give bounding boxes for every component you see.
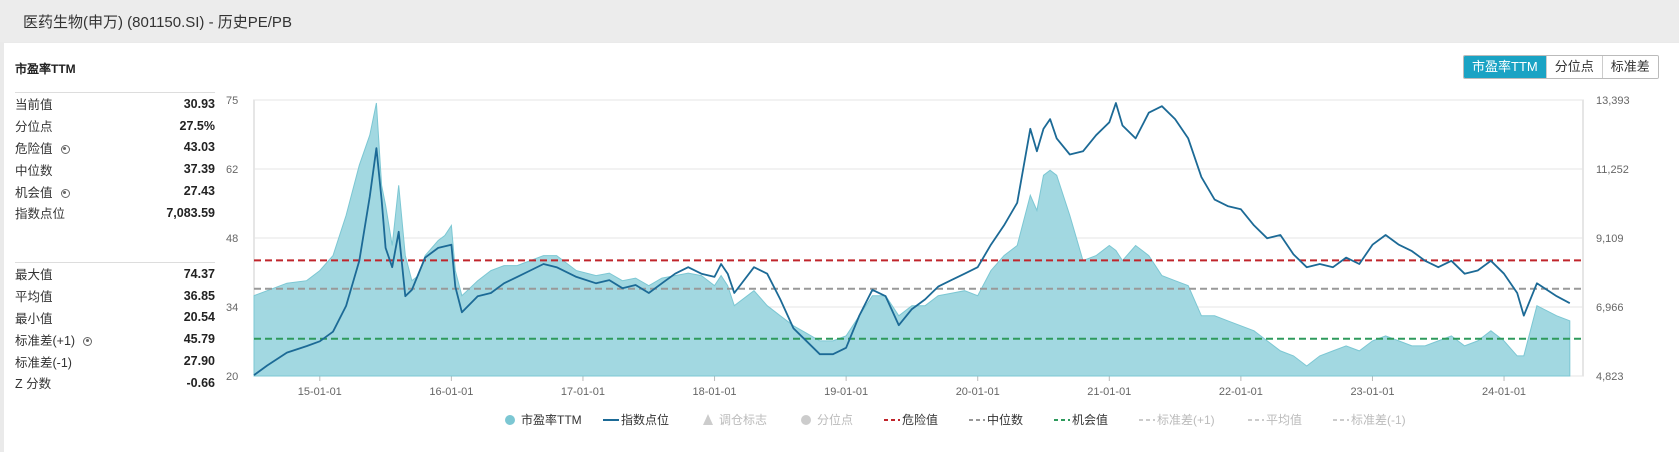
stat-label: 当前值 <box>15 98 53 113</box>
y-right-tick-label: 11,252 <box>1596 164 1629 176</box>
metric-tabs: 市盈率TTM 分位点 标准差 <box>1463 55 1659 79</box>
stats-panel-current: 当前值 30.93 分位点 27.5% 危险值 43.03 中位数 37.39 机会值 2… <box>15 92 215 224</box>
x-tick-label: 21-01-01 <box>1087 386 1131 398</box>
stat-label: 最大值 <box>15 268 53 283</box>
stat-value: 45.79 <box>183 332 215 347</box>
stat-row: 标准差(-1) 27.90 <box>15 350 215 372</box>
stat-row: 平均值 36.85 <box>15 285 215 307</box>
y-right-tick-label: 6,966 <box>1596 302 1624 314</box>
y-left-tick-label: 20 <box>226 371 238 383</box>
legend-label[interactable]: 平均值 <box>1266 412 1302 427</box>
x-tick-label: 16-01-01 <box>429 386 473 398</box>
stat-row: 机会值 27.43 <box>15 180 215 202</box>
stat-label: Z 分数 <box>15 377 52 392</box>
legend-marker-triangle <box>703 414 713 425</box>
y-right-tick-label: 13,393 <box>1596 95 1630 107</box>
tab-percentile[interactable]: 分位点 <box>1546 56 1603 78</box>
y-left-tick-label: 75 <box>226 95 238 107</box>
stat-label: 最小值 <box>15 311 53 326</box>
window-header: 医药生物(申万) (801150.SI) - 历史PE/PB <box>0 0 1679 42</box>
stat-label: 标准差(+1) <box>15 333 76 348</box>
legend-label[interactable]: 中位数 <box>987 412 1023 427</box>
gear-icon[interactable] <box>83 336 93 346</box>
stat-label: 中位数 <box>15 163 53 178</box>
page-title: 医药生物(申万) (801150.SI) - 历史PE/PB <box>23 14 292 31</box>
tab-std-dev[interactable]: 标准差 <box>1602 56 1658 78</box>
stat-label: 标准差(-1) <box>15 355 72 370</box>
stat-row: 中位数 37.39 <box>15 158 215 180</box>
stat-value: 27.43 <box>183 184 215 199</box>
y-right-tick-label: 4,823 <box>1596 371 1624 383</box>
stat-label: 平均值 <box>15 290 53 305</box>
x-tick-label: 17-01-01 <box>561 386 605 398</box>
y-left-tick-label: 62 <box>226 164 238 176</box>
legend-label[interactable]: 标准差(+1) <box>1157 413 1215 427</box>
stat-row: 当前值 30.93 <box>15 93 215 115</box>
stat-label: 危险值 <box>15 141 53 156</box>
x-tick-label: 22-01-01 <box>1219 386 1263 398</box>
stat-value: 27.90 <box>183 354 215 369</box>
chart-card <box>4 43 1679 452</box>
x-tick-label: 23-01-01 <box>1350 386 1394 398</box>
legend-marker-circle <box>505 415 515 425</box>
stat-value: 20.54 <box>183 310 215 325</box>
legend-label[interactable]: 指数点位 <box>621 412 669 427</box>
stat-row: 最小值 20.54 <box>15 307 215 329</box>
stat-value: 36.85 <box>183 288 215 303</box>
stat-value: 7,083.59 <box>166 205 215 220</box>
stat-value: 37.39 <box>183 162 215 177</box>
x-tick-label: 18-01-01 <box>693 386 737 398</box>
legend-label[interactable]: 分位点 <box>817 412 853 427</box>
stat-label: 指数点位 <box>15 207 66 222</box>
gear-icon[interactable] <box>60 144 70 154</box>
stats-panel-summary: 最大值 74.37 平均值 36.85 最小值 20.54 标准差(+1) 45.79 … <box>15 262 215 394</box>
stat-value: -0.66 <box>186 375 216 390</box>
stat-row: 危险值 43.03 <box>15 137 215 159</box>
x-tick-label: 24-01-01 <box>1482 386 1526 398</box>
legend-label[interactable]: 危险值 <box>902 412 938 427</box>
stat-value: 27.5% <box>179 118 215 133</box>
stat-value: 43.03 <box>183 140 215 155</box>
stat-value: 74.37 <box>183 266 215 281</box>
tab-pe-ttm[interactable]: 市盈率TTM <box>1464 56 1547 78</box>
y-right-tick-label: 9,109 <box>1596 233 1624 245</box>
index-line <box>253 102 1571 376</box>
stat-row: 分位点 27.5% <box>15 115 215 137</box>
stat-label: 机会值 <box>15 185 53 200</box>
gear-icon[interactable] <box>60 188 70 198</box>
legend-label[interactable]: 标准差(-1) <box>1351 413 1406 427</box>
stat-row: 标准差(+1) 45.79 <box>15 328 215 350</box>
y-left-tick-label: 34 <box>226 302 238 314</box>
stat-row: 指数点位 7,083.59 <box>15 202 215 224</box>
legend-label[interactable]: 市盈率TTM <box>521 412 582 427</box>
y-left-tick-label: 48 <box>226 233 238 245</box>
stat-label: 分位点 <box>15 120 53 135</box>
legend-label[interactable]: 机会值 <box>1072 412 1108 427</box>
stat-value: 30.93 <box>183 96 215 111</box>
x-tick-label: 19-01-01 <box>824 386 868 398</box>
stat-row: 最大值 74.37 <box>15 263 215 285</box>
pe-ttm-area <box>253 102 1571 377</box>
legend-label[interactable]: 调仓标志 <box>719 413 767 427</box>
section-title: 市盈率TTM <box>15 62 76 76</box>
x-tick-label: 15-01-01 <box>298 386 342 398</box>
legend-marker-circle <box>801 415 811 425</box>
x-tick-label: 20-01-01 <box>956 386 1000 398</box>
stat-row: Z 分数 -0.66 <box>15 372 215 394</box>
